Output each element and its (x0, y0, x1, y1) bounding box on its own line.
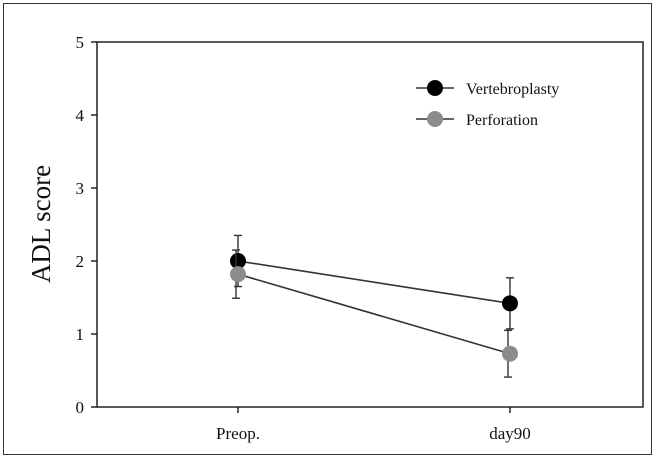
y-tick-label: 3 (76, 179, 85, 198)
data-point (502, 295, 518, 312)
x-axis-ticks: Preop. day90 (216, 407, 531, 443)
legend-label: Perforation (466, 112, 538, 129)
series-line (237, 273, 511, 355)
plot-area: 0 1 2 3 4 5 Preop. day90 (76, 33, 644, 443)
y-tick-label: 4 (76, 106, 85, 125)
y-axis-ticks: 0 1 2 3 4 5 (76, 33, 97, 417)
legend-label: Vertebroplasty (466, 81, 559, 98)
x-tick-label: day90 (489, 424, 531, 443)
figure-frame (3, 3, 652, 455)
series-perforation (230, 249, 518, 378)
legend: Vertebroplasty Perforation (416, 80, 559, 129)
axes-box (96, 41, 644, 408)
legend-marker (427, 80, 443, 96)
legend-marker (427, 111, 443, 127)
data-point (502, 345, 518, 362)
series-layer (230, 234, 518, 378)
y-tick-label: 1 (76, 325, 85, 344)
y-tick-label: 2 (76, 252, 85, 271)
y-axis-title: ADL score (26, 165, 56, 283)
data-point (230, 253, 246, 269)
series-vertebroplasty (230, 234, 518, 330)
series-line (237, 260, 511, 305)
y-tick-label: 5 (76, 33, 85, 52)
x-tick-label: Preop. (216, 424, 260, 443)
y-tick-label: 0 (76, 398, 85, 417)
data-point (230, 266, 246, 283)
